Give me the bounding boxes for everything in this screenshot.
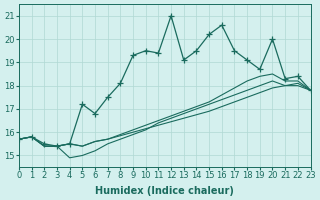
X-axis label: Humidex (Indice chaleur): Humidex (Indice chaleur): [95, 186, 234, 196]
